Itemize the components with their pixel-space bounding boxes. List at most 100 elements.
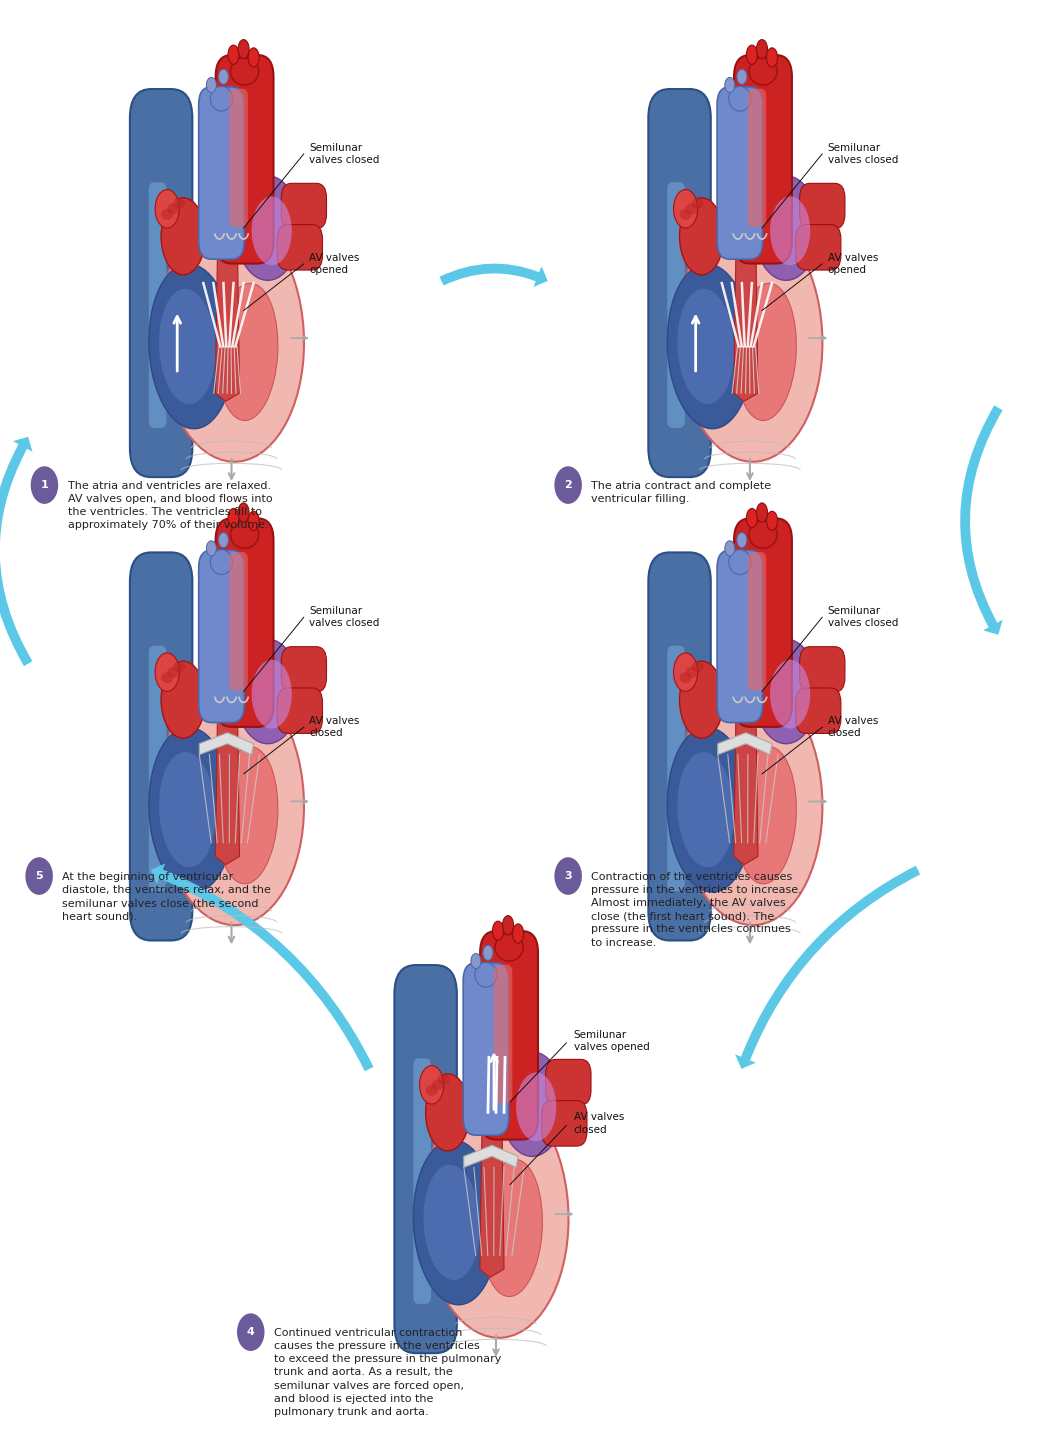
- Ellipse shape: [766, 48, 778, 67]
- Ellipse shape: [217, 747, 278, 883]
- FancyBboxPatch shape: [717, 87, 763, 259]
- Ellipse shape: [231, 521, 258, 549]
- Text: Semilunar
valves closed: Semilunar valves closed: [309, 605, 380, 628]
- Ellipse shape: [736, 533, 747, 547]
- Ellipse shape: [425, 1085, 438, 1096]
- Ellipse shape: [174, 198, 185, 209]
- Ellipse shape: [211, 87, 233, 111]
- Ellipse shape: [248, 511, 259, 530]
- Ellipse shape: [692, 198, 704, 209]
- FancyBboxPatch shape: [649, 90, 711, 478]
- Ellipse shape: [692, 662, 704, 672]
- Circle shape: [31, 466, 58, 504]
- Ellipse shape: [512, 924, 524, 943]
- Polygon shape: [734, 236, 758, 401]
- FancyBboxPatch shape: [281, 184, 327, 229]
- Text: 1: 1: [40, 481, 49, 489]
- Ellipse shape: [236, 639, 299, 744]
- Circle shape: [25, 857, 53, 895]
- Ellipse shape: [156, 653, 179, 692]
- FancyBboxPatch shape: [149, 646, 166, 892]
- Ellipse shape: [735, 747, 797, 883]
- Text: Contraction of the ventricles causes
pressure in the ventricles to increase.
Alm: Contraction of the ventricles causes pre…: [591, 872, 802, 947]
- Ellipse shape: [423, 1164, 480, 1280]
- Ellipse shape: [679, 198, 724, 275]
- Ellipse shape: [677, 214, 822, 462]
- FancyBboxPatch shape: [130, 90, 193, 478]
- Ellipse shape: [756, 39, 767, 59]
- FancyBboxPatch shape: [230, 88, 248, 227]
- Ellipse shape: [754, 175, 818, 281]
- Ellipse shape: [674, 190, 697, 227]
- Ellipse shape: [746, 508, 758, 527]
- Ellipse shape: [679, 672, 692, 683]
- Ellipse shape: [218, 70, 229, 84]
- Ellipse shape: [679, 209, 692, 220]
- Ellipse shape: [174, 662, 185, 672]
- FancyBboxPatch shape: [668, 182, 685, 429]
- FancyBboxPatch shape: [230, 552, 248, 691]
- Text: The atria and ventricles are relaxed.
AV valves open, and blood flows into
the v: The atria and ventricles are relaxed. AV…: [68, 481, 272, 530]
- Ellipse shape: [252, 660, 292, 728]
- Polygon shape: [463, 1145, 518, 1167]
- Ellipse shape: [414, 1140, 498, 1305]
- Ellipse shape: [471, 953, 481, 969]
- Ellipse shape: [679, 662, 724, 738]
- FancyBboxPatch shape: [277, 224, 323, 269]
- FancyBboxPatch shape: [717, 550, 763, 723]
- Ellipse shape: [725, 77, 735, 93]
- Ellipse shape: [475, 963, 497, 988]
- Ellipse shape: [736, 70, 747, 84]
- Polygon shape: [216, 699, 239, 864]
- Text: The atria contract and complete
ventricular filling.: The atria contract and complete ventricu…: [591, 481, 771, 504]
- FancyBboxPatch shape: [130, 553, 193, 941]
- FancyBboxPatch shape: [216, 55, 273, 264]
- Ellipse shape: [159, 678, 304, 925]
- Ellipse shape: [252, 197, 292, 265]
- FancyBboxPatch shape: [748, 552, 766, 691]
- FancyBboxPatch shape: [494, 964, 512, 1103]
- Ellipse shape: [729, 87, 751, 111]
- Ellipse shape: [206, 77, 217, 93]
- Ellipse shape: [749, 521, 777, 549]
- Text: Semilunar
valves opened: Semilunar valves opened: [573, 1030, 650, 1053]
- Text: AV valves
opened: AV valves opened: [827, 252, 878, 275]
- Ellipse shape: [770, 197, 810, 265]
- FancyBboxPatch shape: [649, 553, 711, 941]
- Ellipse shape: [159, 752, 216, 867]
- Ellipse shape: [149, 264, 234, 429]
- Ellipse shape: [677, 752, 734, 867]
- Ellipse shape: [749, 58, 777, 85]
- Circle shape: [554, 857, 582, 895]
- Text: 2: 2: [564, 481, 572, 489]
- Ellipse shape: [725, 540, 735, 556]
- Ellipse shape: [481, 1160, 543, 1296]
- Polygon shape: [717, 733, 772, 754]
- Ellipse shape: [746, 45, 758, 64]
- Ellipse shape: [677, 288, 734, 404]
- FancyBboxPatch shape: [668, 646, 685, 892]
- Ellipse shape: [227, 508, 239, 527]
- Text: Semilunar
valves closed: Semilunar valves closed: [827, 142, 898, 165]
- Ellipse shape: [156, 190, 179, 227]
- Ellipse shape: [677, 678, 822, 925]
- FancyBboxPatch shape: [480, 931, 539, 1140]
- Ellipse shape: [211, 550, 233, 575]
- Text: At the beginning of ventricular
diastole, the ventricles relax, and the
semiluna: At the beginning of ventricular diastole…: [62, 872, 271, 921]
- FancyBboxPatch shape: [800, 647, 845, 692]
- Ellipse shape: [217, 284, 278, 420]
- Ellipse shape: [227, 45, 239, 64]
- FancyBboxPatch shape: [463, 963, 509, 1135]
- Text: 4: 4: [247, 1328, 255, 1337]
- Ellipse shape: [161, 198, 205, 275]
- Ellipse shape: [218, 533, 229, 547]
- Ellipse shape: [238, 39, 249, 59]
- FancyBboxPatch shape: [199, 87, 244, 259]
- FancyBboxPatch shape: [281, 647, 327, 692]
- Ellipse shape: [756, 502, 767, 523]
- FancyBboxPatch shape: [734, 518, 791, 727]
- Text: AV valves
opened: AV valves opened: [309, 252, 360, 275]
- FancyBboxPatch shape: [216, 518, 273, 727]
- Circle shape: [554, 466, 582, 504]
- Ellipse shape: [432, 1079, 443, 1090]
